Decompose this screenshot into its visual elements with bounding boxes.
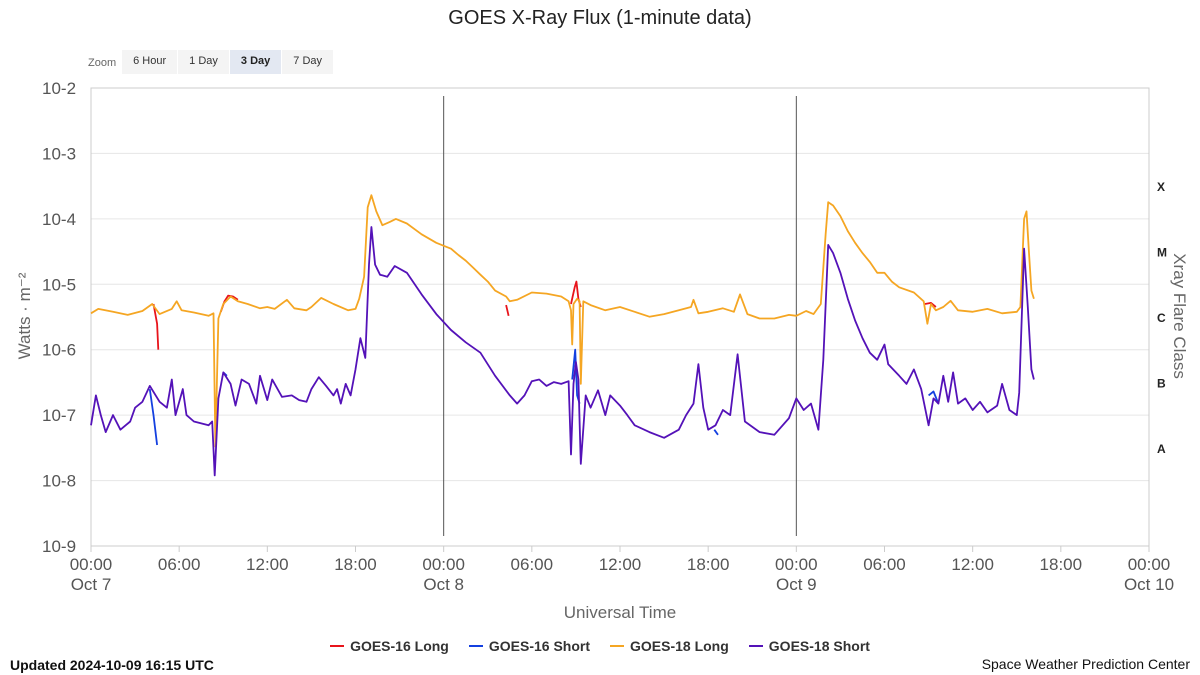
- y-tick-label: 10-9: [42, 537, 76, 556]
- x-tick-time: 06:00: [511, 555, 554, 574]
- xray-flux-chart[interactable]: 10-210-310-410-510-610-710-810-9 00:00Oc…: [0, 0, 1200, 640]
- legend-swatch-goes18-long: [610, 645, 624, 647]
- zoom-control: Zoom 6 Hour 1 Day 3 Day 7 Day: [88, 50, 334, 74]
- y-tick-label: 10-4: [42, 210, 76, 229]
- y-tick-label: 10-6: [42, 341, 76, 360]
- credit-text: Space Weather Prediction Center: [981, 656, 1190, 672]
- flare-class-label: C: [1157, 311, 1166, 325]
- legend-item-goes16-short[interactable]: GOES-16 Short: [468, 638, 590, 654]
- x-tick-time: 00:00: [70, 555, 113, 574]
- right-axis-title: Xray Flare Class: [1170, 253, 1189, 379]
- zoom-6-hour-button[interactable]: 6 Hour: [122, 50, 178, 74]
- flare-class-labels: X M C B A: [1157, 180, 1167, 456]
- zoom-1-day-button[interactable]: 1 Day: [178, 50, 229, 74]
- zoom-label: Zoom: [88, 57, 117, 69]
- series-line-goes16-long: [152, 303, 160, 350]
- series-line-goes16-short: [148, 388, 158, 446]
- day-markers: [443, 96, 797, 536]
- series-line-goes18-long: [90, 194, 1035, 448]
- x-tick-time: 12:00: [246, 555, 289, 574]
- flare-class-label: M: [1157, 246, 1167, 260]
- x-tick-time: 18:00: [334, 555, 377, 574]
- series-line-goes16-short: [713, 429, 719, 436]
- legend-label: GOES-18 Long: [630, 638, 729, 654]
- y-tick-label: 10-5: [42, 275, 76, 294]
- x-tick-date: Oct 7: [71, 575, 112, 594]
- y-tick-label: 10-2: [42, 79, 76, 98]
- x-tick-time: 00:00: [1128, 555, 1171, 574]
- plot-area: [90, 87, 1150, 547]
- series-line-goes16-short: [928, 390, 940, 404]
- chart-title: GOES X-Ray Flux (1-minute data): [448, 7, 752, 29]
- x-tick-time: 18:00: [687, 555, 730, 574]
- legend-item-goes16-long[interactable]: GOES-16 Long: [330, 638, 449, 654]
- x-axis-title: Universal Time: [564, 603, 676, 622]
- x-tick-time: 06:00: [158, 555, 201, 574]
- x-tick-time: 18:00: [1040, 555, 1083, 574]
- series-line-goes16-long: [924, 302, 937, 308]
- updated-timestamp: Updated 2024-10-09 16:15 UTC: [10, 657, 214, 673]
- x-tick-time: 12:00: [599, 555, 642, 574]
- zoom-7-day-button[interactable]: 7 Day: [282, 50, 334, 74]
- x-tick-date: Oct 8: [423, 575, 464, 594]
- y-axis-ticks: 10-2 10-3 10-4 10-5 10-6 10-7 10-8 10-9: [42, 79, 76, 556]
- series-line-goes18-short: [90, 226, 1035, 477]
- legend: GOES-16 Long GOES-16 Short GOES-18 Long …: [0, 638, 1200, 654]
- legend-label: GOES-18 Short: [768, 638, 870, 654]
- legend-item-goes18-long[interactable]: GOES-18 Long: [610, 638, 729, 654]
- legend-swatch-goes16-short: [468, 645, 483, 647]
- x-tick-time: 00:00: [775, 555, 818, 574]
- y-tick-label: 10-7: [42, 406, 76, 425]
- legend-item-goes18-short[interactable]: GOES-18 Short: [748, 638, 870, 654]
- flare-class-label: B: [1157, 376, 1166, 390]
- x-tick-date: Oct 10: [1124, 575, 1174, 594]
- series-line-goes16-long: [505, 304, 510, 317]
- legend-label: GOES-16 Long: [350, 638, 449, 654]
- x-tick-time: 00:00: [422, 555, 465, 574]
- legend-swatch-goes16-long: [330, 645, 345, 647]
- series-lines: [90, 194, 1035, 477]
- legend-swatch-goes18-short: [748, 645, 763, 647]
- x-tick-date: Oct 9: [776, 575, 817, 594]
- x-tick-time: 06:00: [863, 555, 906, 574]
- y-tick-label: 10-8: [42, 472, 76, 491]
- y-axis-title: Watts · m⁻²: [15, 272, 34, 359]
- legend-label: GOES-16 Short: [488, 638, 590, 654]
- flare-class-label: A: [1157, 442, 1166, 456]
- x-tick-time: 12:00: [951, 555, 994, 574]
- grid-lines: [91, 87, 1149, 547]
- flare-class-label: X: [1157, 180, 1165, 194]
- zoom-3-day-button[interactable]: 3 Day: [229, 50, 282, 74]
- y-tick-label: 10-3: [42, 144, 76, 163]
